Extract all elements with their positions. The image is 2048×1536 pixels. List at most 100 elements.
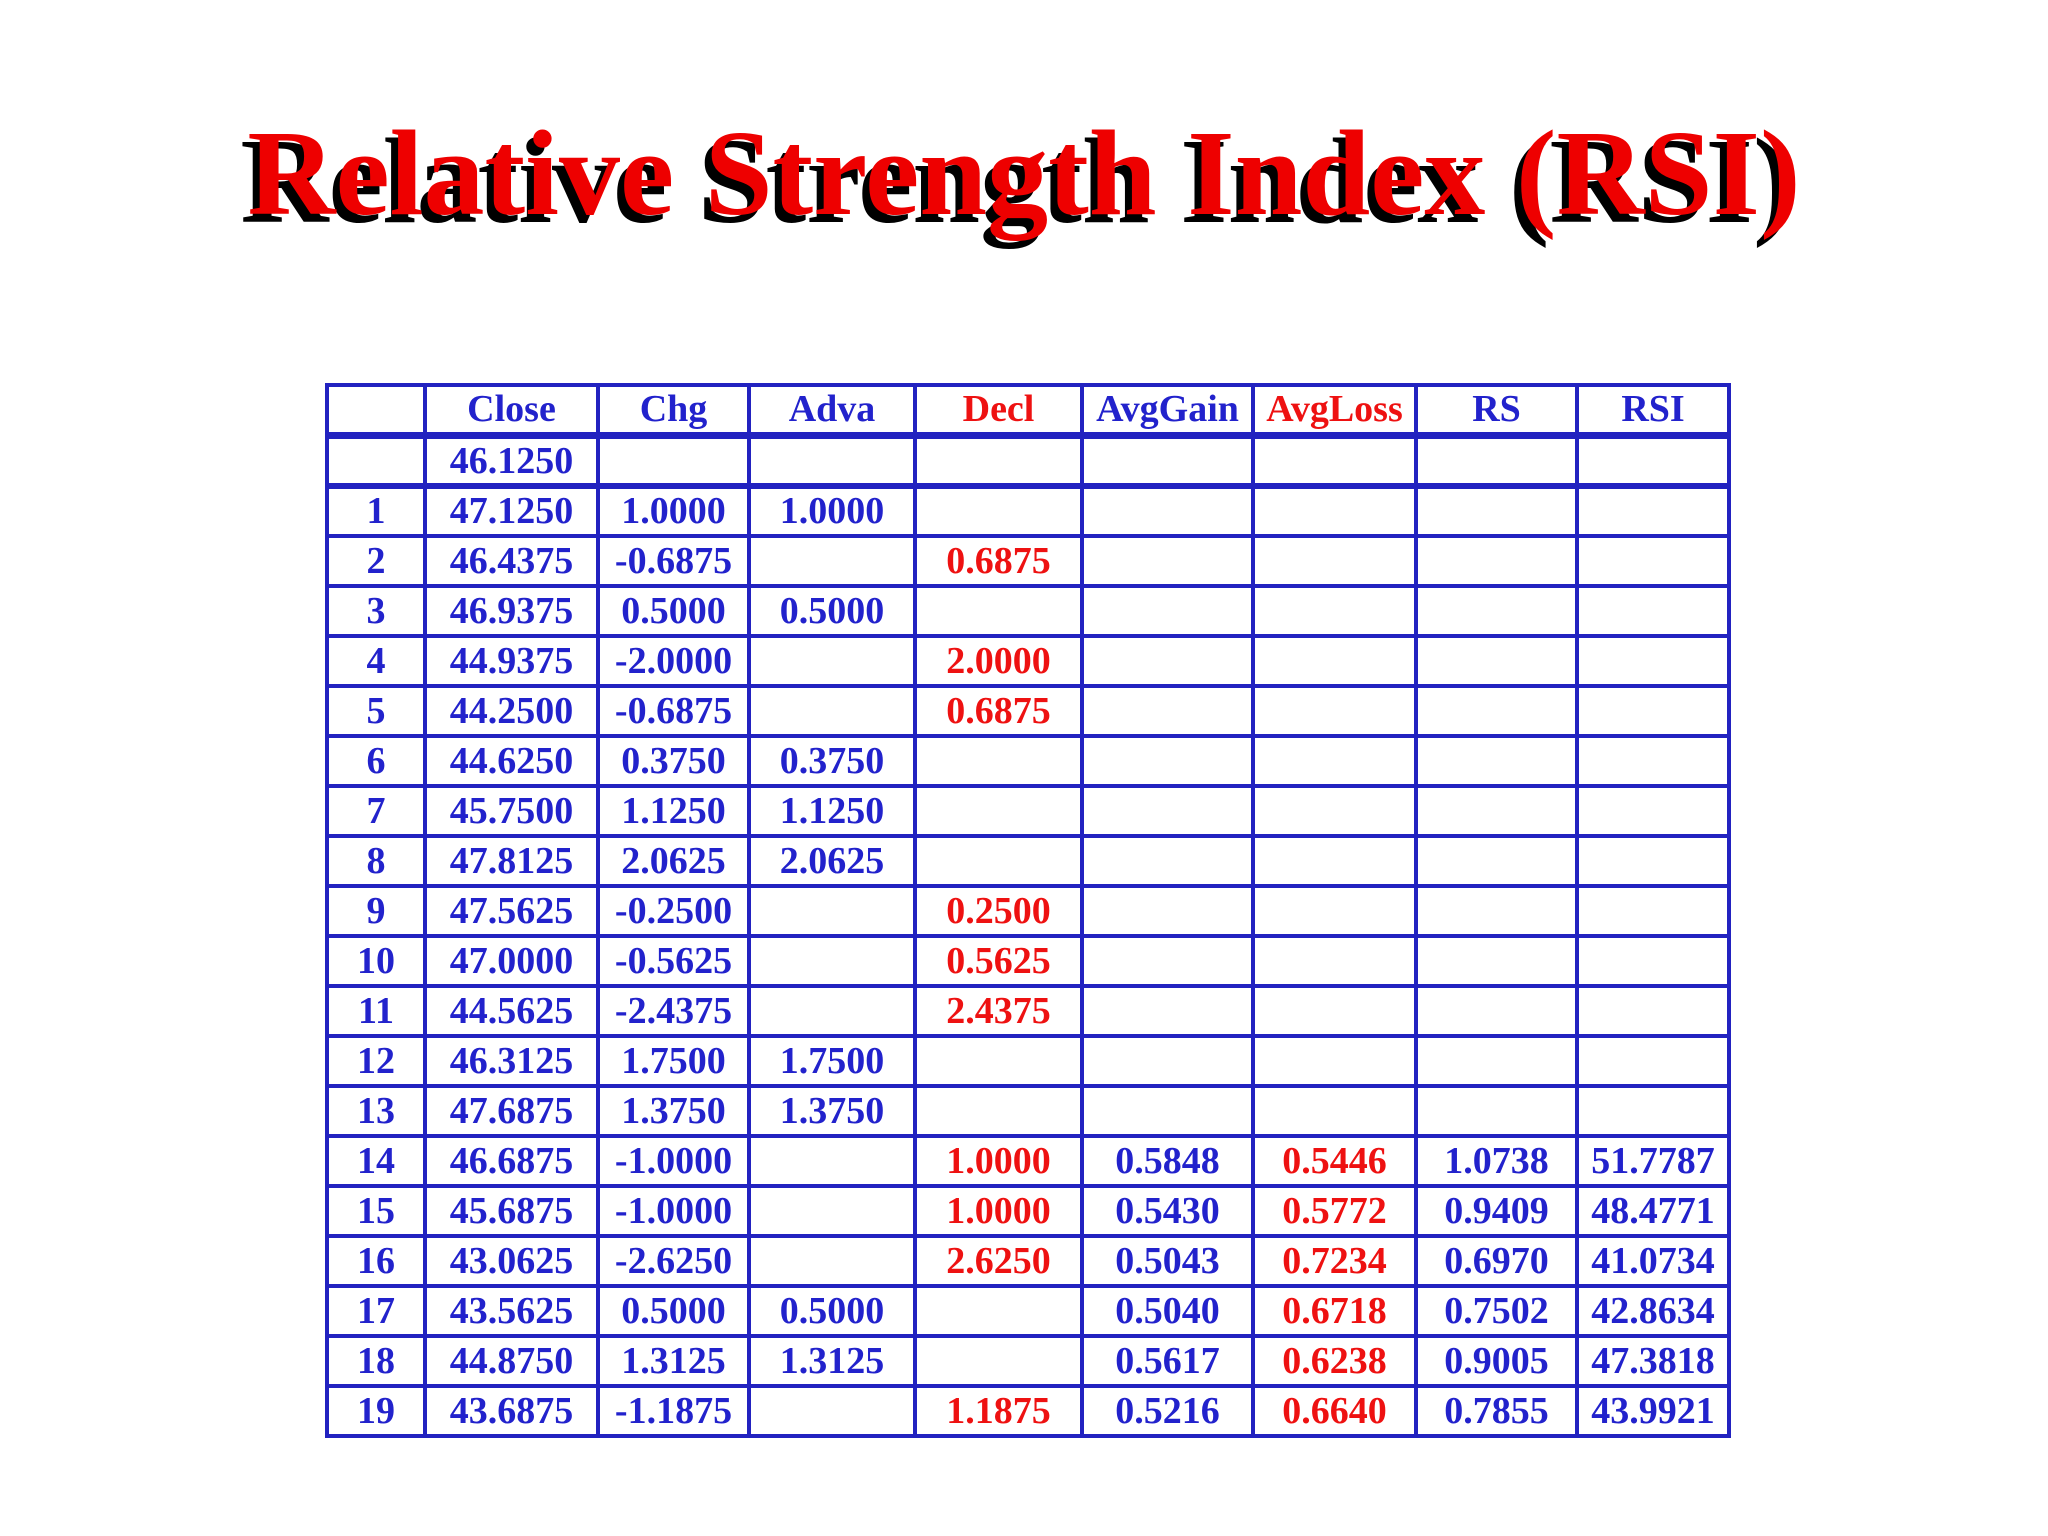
cell-rs [1414,933,1579,988]
table-row: 17 43.5625 0.5000 0.5000 0.5040 0.6718 0.7502 4… [325,1283,1731,1338]
table-row: 18 44.8750 1.3125 1.3125 0.5617 0.6238 0.9005 4… [325,1333,1731,1388]
cell-rs [1414,983,1579,1038]
cell-rsi [1575,783,1731,838]
cell-close: 46.6875 [423,1133,600,1188]
cell-decl [913,583,1084,638]
column-header-rs: RS [1414,383,1579,439]
cell-chg: -2.6250 [596,1233,751,1288]
cell-rs [1414,633,1579,688]
cell-rs: 0.7502 [1414,1283,1579,1338]
cell-avggain [1080,683,1255,738]
cell-chg: -0.5625 [596,933,751,988]
cell-label: 5 [325,683,427,738]
cell-chg: -1.1875 [596,1383,751,1438]
cell-rsi: 48.4771 [1575,1183,1731,1238]
cell-decl [913,833,1084,888]
cell-rsi [1575,883,1731,938]
cell-rsi: 47.3818 [1575,1333,1731,1388]
cell-avgloss [1251,633,1418,688]
cell-rs: 1.0738 [1414,1133,1579,1188]
cell-avggain [1080,483,1255,538]
table-row: 13 47.6875 1.3750 1.3750 [325,1083,1731,1138]
cell-label [325,433,427,489]
table-row: 10 47.0000 -0.5625 0.5625 [325,933,1731,988]
table-row: 6 44.6250 0.3750 0.3750 [325,733,1731,788]
column-header-chg: Chg [596,383,751,439]
cell-avgloss [1251,833,1418,888]
cell-avggain: 0.5848 [1080,1133,1255,1188]
cell-decl [913,483,1084,538]
cell-adva [747,633,917,688]
cell-close: 47.8125 [423,833,600,888]
table-row: 15 45.6875 -1.0000 1.0000 0.5430 0.5772 0.9409… [325,1183,1731,1238]
cell-decl: 2.6250 [913,1233,1084,1288]
cell-avgloss [1251,533,1418,588]
cell-avggain [1080,433,1255,489]
cell-avggain [1080,933,1255,988]
cell-avggain [1080,533,1255,588]
cell-decl [913,1283,1084,1338]
cell-rsi [1575,833,1731,888]
cell-adva [747,983,917,1038]
cell-avgloss: 0.5446 [1251,1133,1418,1188]
table-row: 2 46.4375 -0.6875 0.6875 [325,533,1731,588]
cell-rs [1414,1033,1579,1088]
cell-label: 6 [325,733,427,788]
cell-label: 7 [325,783,427,838]
cell-label: 3 [325,583,427,638]
cell-adva: 0.5000 [747,1283,917,1338]
cell-close: 43.5625 [423,1283,600,1338]
cell-adva [747,1133,917,1188]
cell-chg: -0.6875 [596,533,751,588]
cell-rsi [1575,733,1731,788]
cell-decl [913,1333,1084,1388]
cell-avggain [1080,983,1255,1038]
table-row: 9 47.5625 -0.2500 0.2500 [325,883,1731,938]
cell-close: 44.5625 [423,983,600,1038]
column-header-avgloss: AvgLoss [1251,383,1418,439]
table-row: 1 47.1250 1.0000 1.0000 [325,483,1731,538]
cell-adva [747,533,917,588]
cell-close: 44.2500 [423,683,600,738]
cell-avgloss: 0.6640 [1251,1383,1418,1438]
cell-decl: 0.5625 [913,933,1084,988]
cell-adva [747,683,917,738]
cell-rsi [1575,1083,1731,1138]
cell-avgloss [1251,783,1418,838]
cell-close: 44.8750 [423,1333,600,1388]
cell-rsi [1575,433,1731,489]
cell-label: 16 [325,1233,427,1288]
cell-label: 1 [325,483,427,538]
cell-label: 15 [325,1183,427,1238]
cell-avgloss: 0.5772 [1251,1183,1418,1238]
cell-decl: 0.6875 [913,683,1084,738]
cell-rsi [1575,633,1731,688]
cell-rs: 0.9005 [1414,1333,1579,1388]
cell-close: 44.9375 [423,633,600,688]
cell-avgloss: 0.7234 [1251,1233,1418,1288]
cell-close: 46.9375 [423,583,600,638]
cell-close: 43.0625 [423,1233,600,1288]
cell-close: 47.1250 [423,483,600,538]
cell-rsi [1575,483,1731,538]
cell-avgloss [1251,933,1418,988]
cell-avggain [1080,783,1255,838]
cell-avgloss [1251,883,1418,938]
table-row: 3 46.9375 0.5000 0.5000 [325,583,1731,638]
cell-decl: 1.0000 [913,1183,1084,1238]
cell-rsi: 41.0734 [1575,1233,1731,1288]
cell-decl: 2.0000 [913,633,1084,688]
cell-label: 19 [325,1383,427,1438]
cell-adva [747,1383,917,1438]
cell-close: 46.4375 [423,533,600,588]
cell-chg: 1.1250 [596,783,751,838]
cell-avggain: 0.5043 [1080,1233,1255,1288]
table-row: 16 43.0625 -2.6250 2.6250 0.5043 0.7234 0.6970… [325,1233,1731,1288]
cell-rs [1414,1083,1579,1138]
cell-chg: -2.0000 [596,633,751,688]
cell-rsi [1575,533,1731,588]
column-header-close: Close [423,383,600,439]
cell-close: 47.0000 [423,933,600,988]
cell-avgloss: 0.6238 [1251,1333,1418,1388]
